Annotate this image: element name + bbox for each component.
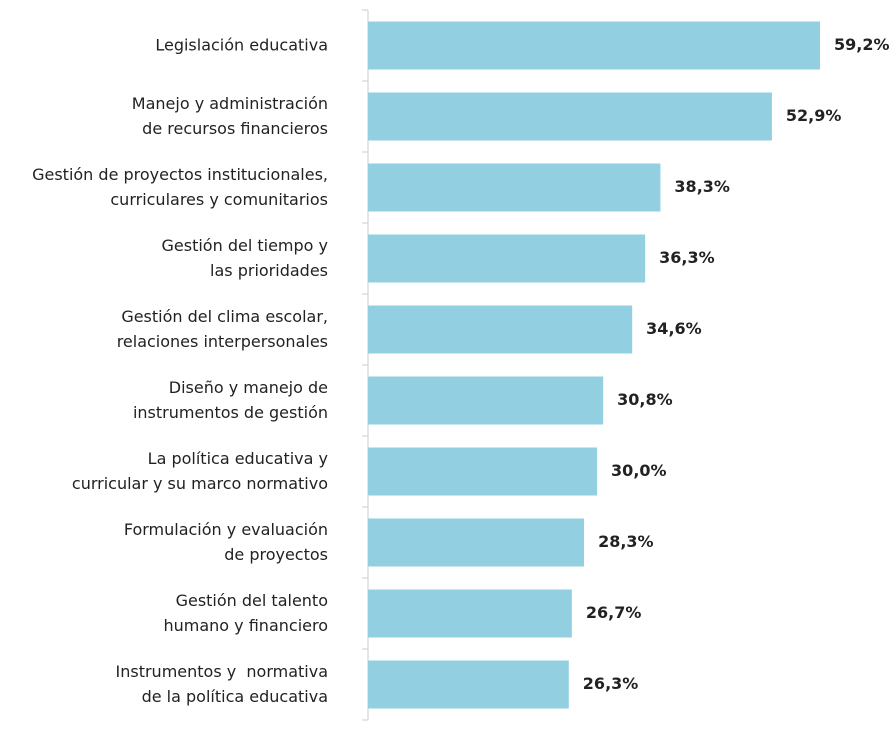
bar xyxy=(368,21,820,70)
category-line: las prioridades xyxy=(210,261,328,280)
category-line: Gestión del talento xyxy=(176,591,328,610)
category-line: instrumentos de gestión xyxy=(133,403,328,422)
category-line: de proyectos xyxy=(224,545,328,564)
value-label: 30,0% xyxy=(611,461,667,480)
value-label: 26,3% xyxy=(583,674,639,693)
category-line: Diseño y manejo de xyxy=(169,378,328,397)
value-label: 30,8% xyxy=(617,390,673,409)
value-label: 34,6% xyxy=(646,319,702,338)
category-line: Gestión de proyectos institucionales, xyxy=(32,165,328,184)
bar xyxy=(368,518,585,567)
category-line: Manejo y administración xyxy=(132,94,328,113)
category-label: Diseño y manejo de instrumentos de gestió… xyxy=(133,378,328,422)
bar xyxy=(368,234,646,283)
category-label: Gestión del talento humano y financiero xyxy=(163,591,328,635)
bar xyxy=(368,660,569,709)
category-line: La política educativa y xyxy=(148,449,328,468)
category-line: Gestión del clima escolar, xyxy=(121,307,328,326)
category-label: Gestión del clima escolar, relaciones int… xyxy=(117,307,328,351)
category-label: Instrumentos y normativa de la política e… xyxy=(116,662,329,706)
category-label: La política educativa y curricular y su m… xyxy=(72,449,328,493)
value-label: 38,3% xyxy=(674,177,730,196)
category-label: Formulación y evaluación de proyectos xyxy=(124,520,328,564)
category-line: Gestión del tiempo y xyxy=(162,236,329,255)
value-label: 36,3% xyxy=(659,248,715,267)
category-line: relaciones interpersonales xyxy=(117,332,328,351)
bar xyxy=(368,589,572,638)
category-label: Legislación educativa xyxy=(155,35,328,54)
category-line: de recursos financieros xyxy=(142,119,328,138)
bar xyxy=(368,92,772,141)
category-line: curricular y su marco normativo xyxy=(72,474,328,493)
bar xyxy=(368,376,604,425)
value-label: 52,9% xyxy=(786,106,842,125)
category-line: curriculares y comunitarios xyxy=(110,190,328,209)
category-line: Formulación y evaluación xyxy=(124,520,328,539)
category-line: Legislación educativa xyxy=(155,35,328,54)
category-label: Gestión de proyectos institucionales, cur… xyxy=(32,165,328,209)
value-label: 59,2% xyxy=(834,35,890,54)
category-label: Manejo y administración de recursos finan… xyxy=(132,94,328,138)
category-line: humano y financiero xyxy=(163,616,328,635)
category-label: Gestión del tiempo y las prioridades xyxy=(162,236,329,280)
bar xyxy=(368,163,661,212)
value-label: 28,3% xyxy=(598,532,654,551)
bar xyxy=(368,447,598,496)
bar xyxy=(368,305,633,354)
value-label: 26,7% xyxy=(586,603,642,622)
category-line: de la política educativa xyxy=(142,687,328,706)
category-line: Instrumentos y normativa xyxy=(116,662,329,681)
